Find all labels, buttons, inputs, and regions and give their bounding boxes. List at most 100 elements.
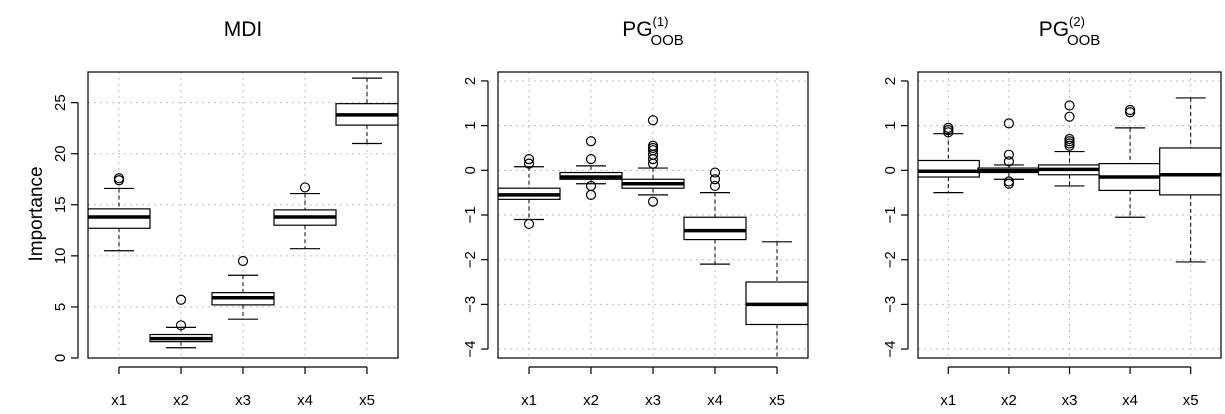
- outlier-point: [175, 294, 187, 305]
- x-tick-label: x5: [1183, 392, 1199, 409]
- box-x1: [88, 173, 151, 252]
- y-tick-label: 0: [882, 166, 899, 174]
- y-tick-label: −1: [882, 206, 899, 223]
- box-x4: [1098, 104, 1162, 218]
- box-x1: [918, 122, 980, 194]
- outlier-point: [1003, 118, 1015, 129]
- y-axis: −4 −3 −2 −1 0 1 2: [462, 77, 489, 358]
- x-tick-label: x3: [645, 392, 661, 409]
- y-tick-label: 2: [882, 77, 899, 85]
- y-tick-label: 2: [462, 77, 479, 85]
- y-tick-label: −3: [882, 296, 899, 313]
- x-tick-label: x4: [707, 392, 723, 409]
- outlier-point: [943, 122, 954, 133]
- outlier-point: [709, 174, 721, 185]
- box-x3: [1037, 100, 1102, 187]
- outlier-point: [523, 158, 535, 169]
- y-tick-label: 1: [882, 121, 899, 129]
- outlier-point: [175, 320, 187, 331]
- x-tick-label: x5: [769, 392, 785, 409]
- outlier-point: [647, 115, 659, 126]
- y-tick-label: 5: [52, 303, 69, 311]
- outlier-point: [585, 154, 597, 165]
- panel-3: PG(2) OOB −4 −3 −2 −1 0 1 2 x1 x2 x3 x4 x5: [882, 14, 1222, 409]
- box-x5: [1159, 97, 1221, 263]
- x-tick-label: x1: [521, 392, 537, 409]
- box-x3: [211, 255, 275, 320]
- x-tick-label: x2: [583, 392, 599, 409]
- outlier-point: [647, 196, 659, 207]
- panel-title-main: MDI: [224, 18, 263, 41]
- panel-title-superscript: (1): [653, 14, 669, 29]
- y-tick-label: −1: [462, 206, 479, 223]
- x-tick-label: x4: [1122, 392, 1138, 409]
- x-tick-label: x1: [940, 392, 956, 409]
- box-iqr: [683, 216, 747, 241]
- box-iqr: [918, 159, 980, 178]
- boxes: [918, 97, 1221, 263]
- outlier-point: [1064, 100, 1075, 111]
- panel-1: MDI 0 5 10 15 20 25 x1 x2 x3 x4 x5: [52, 18, 399, 409]
- outlier-point: [1003, 178, 1015, 189]
- outlier-point: [585, 189, 597, 200]
- y-tick-label: −3: [462, 296, 479, 313]
- outlier-point: [237, 255, 249, 267]
- panel-title: PG(2) OOB: [1039, 14, 1101, 49]
- y-tick-label: 0: [462, 166, 479, 174]
- panel-title-subscript: OOB: [1067, 32, 1100, 49]
- panel-title-main: PG: [622, 18, 652, 41]
- x-tick-label: x2: [1001, 392, 1017, 409]
- box-x4: [273, 182, 337, 250]
- outlier-point: [1003, 149, 1015, 160]
- panel-title-main: PG: [1039, 18, 1069, 41]
- outlier-point: [1064, 111, 1075, 122]
- y-tick-label: 25: [52, 94, 69, 111]
- boxes: [88, 77, 398, 349]
- box-iqr: [1159, 147, 1221, 196]
- x-tick-label: x2: [173, 392, 189, 409]
- panel-2: PG(1) OOB −4 −3 −2 −1 0 1 2 x1 x2 x3 x4 x5: [462, 14, 809, 409]
- box-x5: [335, 77, 398, 145]
- y-tick-label: 10: [52, 248, 69, 265]
- outlier-point: [709, 180, 721, 192]
- panel-title: PG(1) OOB: [622, 14, 684, 49]
- x-axis: x1 x2 x3 x4 x5: [111, 366, 375, 409]
- y-tick-label: −2: [882, 251, 899, 268]
- plot-frame: [87, 71, 399, 359]
- y-tick-label: 0: [52, 354, 69, 362]
- outlier-point: [523, 218, 535, 230]
- box-x2: [977, 118, 1041, 189]
- x-axis: x1 x2 x3 x4 x5: [940, 366, 1199, 409]
- plot-frame: [497, 71, 809, 359]
- x-tick-label: x1: [111, 392, 127, 409]
- x-tick-label: x5: [359, 392, 375, 409]
- x-tick-label: x3: [235, 392, 251, 409]
- plot-frame: [917, 71, 1222, 359]
- y-axis: 0 5 10 15 20 25: [52, 94, 79, 362]
- outlier-point: [647, 140, 659, 151]
- outlier-point: [585, 136, 597, 147]
- panel-title-subscript: OOB: [650, 32, 683, 49]
- outlier-point: [523, 154, 535, 165]
- y-tick-label: −2: [462, 251, 479, 268]
- box-x4: [683, 167, 747, 265]
- box-x2: [559, 136, 623, 200]
- y-tick-label: 20: [52, 145, 69, 162]
- box-x5: [745, 241, 808, 358]
- box-x3: [621, 115, 685, 207]
- y-tick-label: −4: [462, 341, 479, 358]
- x-axis: x1 x2 x3 x4 x5: [521, 366, 785, 409]
- y-tick-label: 1: [462, 121, 479, 129]
- panel-title-superscript: (2): [1069, 14, 1085, 29]
- panel-title: MDI: [224, 18, 263, 41]
- outlier-point: [709, 167, 721, 178]
- x-tick-label: x4: [297, 392, 313, 409]
- outlier-point: [113, 173, 125, 184]
- box-x2: [149, 294, 213, 349]
- outlier-point: [299, 182, 311, 193]
- y-tick-label: −4: [882, 341, 899, 358]
- y-axis: −4 −3 −2 −1 0 1 2: [882, 77, 909, 358]
- outlier-point: [1124, 104, 1136, 116]
